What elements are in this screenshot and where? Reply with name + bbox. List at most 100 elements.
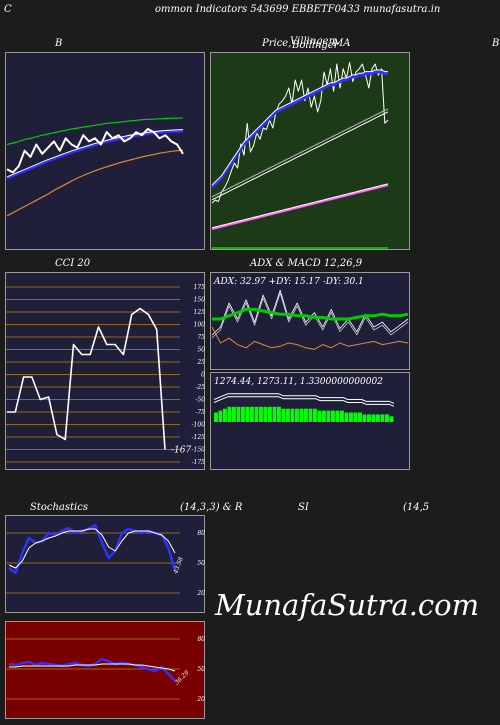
rsi-average-line <box>9 663 176 672</box>
macd-histogram-bar <box>218 410 223 422</box>
price-ma-mid <box>211 108 389 198</box>
stochastics-params: (14,3,3) & R <box>180 502 243 513</box>
macd-histogram-bar <box>250 406 254 422</box>
macd-histogram-bar <box>259 406 263 422</box>
macd-histogram-bar <box>281 408 286 422</box>
cci-tick-label: 75 <box>197 334 205 341</box>
cci-tick-label: 25 <box>196 359 205 366</box>
cci-tick-label: 175 <box>194 284 206 291</box>
macd-histogram-bar <box>214 412 218 422</box>
stochastics-tick-label: 20 <box>196 590 205 597</box>
macd-histogram-bar <box>349 412 353 422</box>
cci-line <box>7 307 166 450</box>
adx-background <box>210 272 410 370</box>
watermark: MunafaSutra.com <box>215 588 480 622</box>
macd-histogram-bar <box>358 412 362 422</box>
cci-tick-label: 0 <box>201 372 205 379</box>
price-title-overlap-b: Bollinger <box>292 40 339 51</box>
bollinger-title: B <box>55 38 63 49</box>
cci-tick-label: -150 <box>192 447 206 454</box>
macd-histogram-bar <box>389 416 394 422</box>
macd-histogram-bar <box>223 408 227 422</box>
macd-histogram-bar <box>227 406 232 422</box>
price-ma-short <box>210 70 388 189</box>
macd-histogram-bar <box>286 408 290 422</box>
macd-signal-line <box>213 396 395 407</box>
cci-tick-label: 50 <box>197 347 205 354</box>
stochastics-tick-label: 80 <box>197 530 205 537</box>
cci-tick-label: -100 <box>192 422 206 429</box>
price-title-suffix: MA <box>333 38 351 49</box>
macd-histogram-bar <box>277 406 281 422</box>
bollinger-lower-band <box>6 149 184 217</box>
macd-histogram-bar <box>290 408 295 422</box>
stochastics-d-line <box>8 528 176 569</box>
bollinger-upper-band <box>6 117 184 146</box>
cci-tick-label: 100 <box>194 322 206 329</box>
macd-line <box>213 393 395 404</box>
macd-readout: 1274.44, 1273.11, 1.3300000000002 <box>214 377 383 387</box>
adx-readout: ADX: 32.97 +DY: 15.17 -DY: 30.1 <box>213 277 364 287</box>
rsi-tick-label: 50 <box>197 666 205 673</box>
macd-histogram-bar <box>272 406 277 422</box>
header-title: ommon Indicators 543699 EBBETF0433 munaf… <box>155 4 441 15</box>
macd-histogram-bar <box>304 408 308 422</box>
bollinger-price-line <box>6 128 184 174</box>
si-params: (14,5 <box>403 502 430 513</box>
adx-plus-di <box>211 326 409 350</box>
cci-tick-label: -50 <box>195 397 205 404</box>
stochastics-title: Stochastics <box>30 502 88 513</box>
macd-histogram-bar <box>376 414 380 422</box>
cci-tick-label: -25 <box>195 384 205 391</box>
right-edge-title: B <box>492 38 500 49</box>
macd-histogram-bar <box>362 414 367 422</box>
macd-panel: 1274.44, 1273.11, 1.3300000000002 <box>210 372 410 470</box>
stochastics-tick-label: 50 <box>197 560 205 567</box>
macd-histogram-bar <box>367 414 371 422</box>
cci-title: CCI 20 <box>55 258 91 269</box>
adx-panel: ADX: 32.97 +DY: 15.17 -DY: 30.1 <box>210 272 410 370</box>
macd-histogram-bar <box>245 406 250 422</box>
macd-histogram-bar <box>353 412 358 422</box>
macd-histogram-bar <box>232 406 236 422</box>
macd-histogram-bar <box>344 412 349 422</box>
cci-tick-label: 125 <box>194 309 206 316</box>
header-letter: C <box>4 4 12 15</box>
macd-histogram-bar <box>299 408 304 422</box>
cci-tick-label: -125 <box>192 434 206 441</box>
macd-histogram-bar <box>313 408 317 422</box>
macd-histogram-bar <box>380 414 385 422</box>
stochastics-background <box>5 515 205 613</box>
price-ma-short-edge <box>211 69 388 186</box>
adx-minus-di-b <box>211 292 409 339</box>
macd-histogram-bar <box>241 406 245 422</box>
macd-histogram-bar <box>331 410 335 422</box>
cci-tick-label: -175 <box>192 459 206 466</box>
macd-histogram-bar <box>254 406 259 422</box>
price-ma-long <box>211 183 389 231</box>
macd-histogram-bar <box>263 406 268 422</box>
macd-histogram-bar <box>308 408 313 422</box>
cci-panel: 175 150 125 100 75 50 25 0 -25 -50 -75 -100 -125 -150… <box>5 272 206 470</box>
macd-histogram-bar <box>236 406 241 422</box>
price-ma-mid-lower <box>211 111 389 201</box>
macd-histogram-bar <box>326 410 331 422</box>
adx-line <box>212 307 409 321</box>
rsi-tick-label: 80 <box>197 636 205 643</box>
macd-histogram-bar <box>268 406 272 422</box>
rsi-background <box>5 621 205 719</box>
cci-last-value-label: -167 <box>171 446 191 456</box>
adx-macd-title: ADX & MACD 12,26,9 <box>250 258 363 269</box>
cci-tick-label: -75 <box>195 409 205 416</box>
macd-histogram-bar <box>371 414 376 422</box>
price-ma-long-edge <box>211 183 389 229</box>
macd-histogram-bar <box>317 410 322 422</box>
rsi-tick-label: 20 <box>196 696 205 703</box>
price-title-overlap-a: Villingen <box>290 36 336 47</box>
cci-tick-label: 150 <box>194 297 206 304</box>
price-title-prefix: Price, <box>262 38 292 49</box>
price-ma-panel <box>210 52 410 250</box>
macd-histogram-bar <box>340 410 344 422</box>
